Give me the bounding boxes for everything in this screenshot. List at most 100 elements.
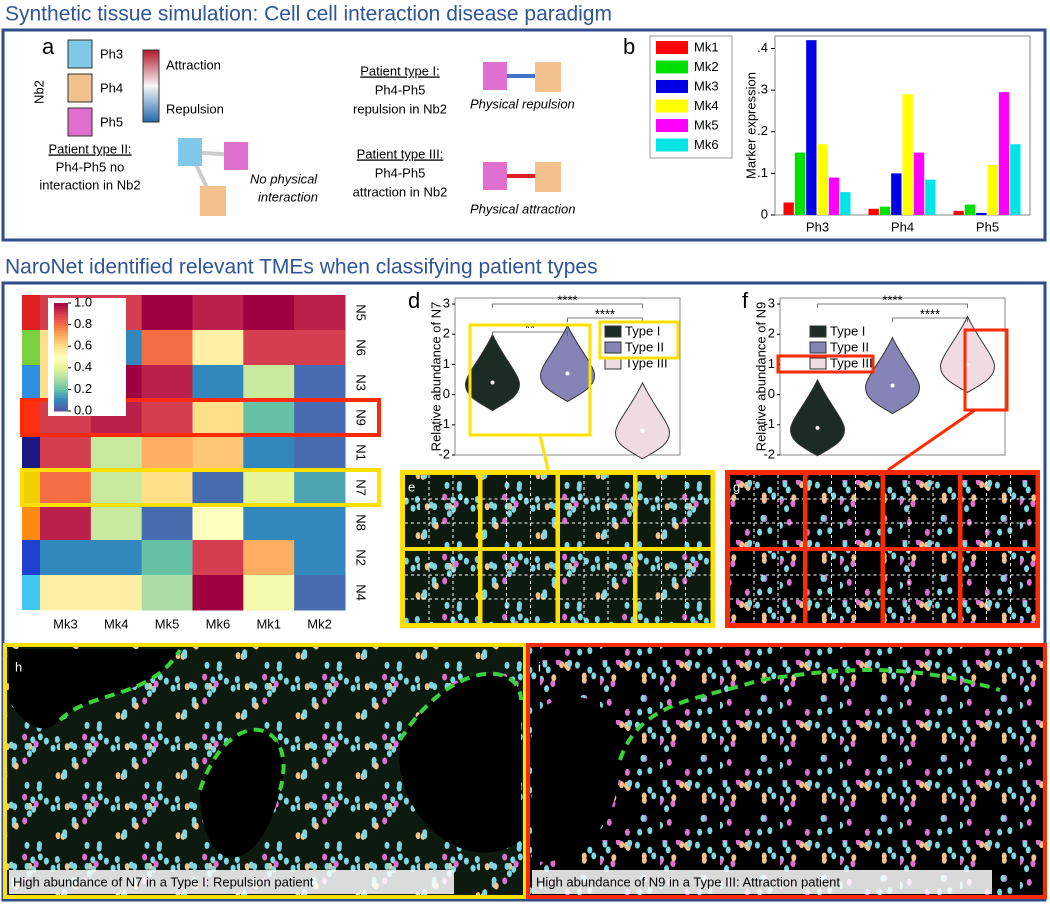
cluster-strip <box>22 400 40 435</box>
heat-cell <box>294 505 346 541</box>
colorbar-step <box>54 375 68 380</box>
void <box>532 696 620 862</box>
cell-icon <box>67 39 93 69</box>
heat-cell <box>192 435 244 471</box>
box <box>1 28 1047 242</box>
sig-bracket <box>817 303 968 308</box>
heat-cell <box>243 470 295 506</box>
highlight-n9 <box>20 398 381 437</box>
sig-label: ** <box>525 320 535 335</box>
y-tick-label: 3 <box>768 295 775 310</box>
colorbar-step <box>54 405 68 409</box>
heat-cell <box>294 575 346 611</box>
panel-letter: g <box>733 479 740 494</box>
y-tick-label: 0 <box>443 386 450 401</box>
column-label: Mk2 <box>307 616 332 631</box>
sig-label: **** <box>882 292 902 307</box>
panel-letter: f <box>742 288 749 313</box>
colorbar-label: Repulsion <box>166 101 224 116</box>
heat-cell <box>294 470 346 506</box>
legend-swatch <box>656 99 688 113</box>
heat-cell <box>90 540 143 576</box>
tile-grid <box>807 551 881 623</box>
heat-cell <box>40 575 92 611</box>
colorbar-tick-label: 0.2 <box>74 381 92 396</box>
x-tick-label: Ph3 <box>806 219 829 234</box>
colorbar <box>142 49 160 123</box>
tissue-tile <box>885 551 958 623</box>
bar <box>891 173 902 215</box>
median <box>565 371 570 376</box>
colorbar-step <box>54 408 68 412</box>
tile-grid <box>730 475 803 547</box>
cluster-strip <box>22 505 40 540</box>
heat-cell <box>294 540 346 576</box>
legend-label: Type I <box>830 323 865 338</box>
legend-swatch <box>656 138 688 152</box>
y-tick-label: 2 <box>768 326 775 341</box>
highlight <box>598 320 680 360</box>
y-tick-label: 3 <box>443 295 450 310</box>
column-label: Mk3 <box>53 616 78 631</box>
cluster-strip <box>22 365 40 400</box>
row-label: N9 <box>354 409 369 426</box>
column-label: Mk1 <box>256 616 281 631</box>
highlight <box>776 354 875 374</box>
highlight-n7 <box>20 468 381 507</box>
heat-cell <box>192 540 244 576</box>
type-head: Patient type I: <box>360 63 440 78</box>
bar <box>828 177 840 215</box>
tile-grid <box>885 475 958 547</box>
legend-swatch <box>809 325 827 338</box>
bar <box>998 92 1010 215</box>
bar <box>925 179 936 215</box>
legend-label: Type III <box>830 355 873 370</box>
tile-grid <box>405 551 478 623</box>
colorbar-step <box>54 338 68 342</box>
panel-letter: a <box>42 34 55 59</box>
colorbar-step <box>54 402 68 407</box>
column-label: Mk4 <box>104 616 129 631</box>
tile-grid <box>482 475 556 547</box>
colorbar-step <box>54 343 68 347</box>
section-title: NaroNet identified relevant TMEs when cl… <box>5 256 598 279</box>
cell-icon <box>200 186 226 216</box>
colorbar-step <box>54 313 68 317</box>
colorbar-tick-label: 0.8 <box>74 316 92 331</box>
bar <box>806 40 817 215</box>
tissue-tile <box>405 475 478 547</box>
void <box>9 649 521 858</box>
cluster-strip <box>22 435 40 470</box>
bar <box>964 204 976 215</box>
heat-cell <box>141 295 193 331</box>
note: Physical attraction <box>470 201 576 216</box>
tissue-tile <box>730 551 803 623</box>
legend-label: Mk3 <box>694 78 719 93</box>
figure-title: Synthetic tissue simulation: Cell cell i… <box>5 3 612 26</box>
cluster-strip <box>22 470 40 505</box>
median <box>890 383 895 388</box>
colorbar-step <box>54 305 68 309</box>
sig-bracket <box>567 317 643 322</box>
y-tick-label: -1 <box>763 416 775 431</box>
caption-bg <box>532 870 992 894</box>
violin-body <box>939 315 996 394</box>
colorbar-step <box>54 303 68 307</box>
panel-letter: d <box>408 288 420 313</box>
row-label: N1 <box>354 444 369 461</box>
colorbar-step <box>54 359 68 363</box>
heat-cell <box>294 365 346 401</box>
heat-cell <box>243 295 295 331</box>
heat-cell <box>90 505 143 541</box>
type-text: Ph4-Ph5 <box>375 165 426 180</box>
heat-cell <box>40 505 92 541</box>
heat-cell <box>192 330 244 366</box>
colorbar-step <box>54 365 68 369</box>
box <box>1 281 1047 902</box>
heat-cell <box>192 470 244 506</box>
tile-grid <box>482 551 556 623</box>
colorbar-step <box>54 319 68 323</box>
row-label: N3 <box>354 374 369 391</box>
heat-cell <box>90 470 143 506</box>
